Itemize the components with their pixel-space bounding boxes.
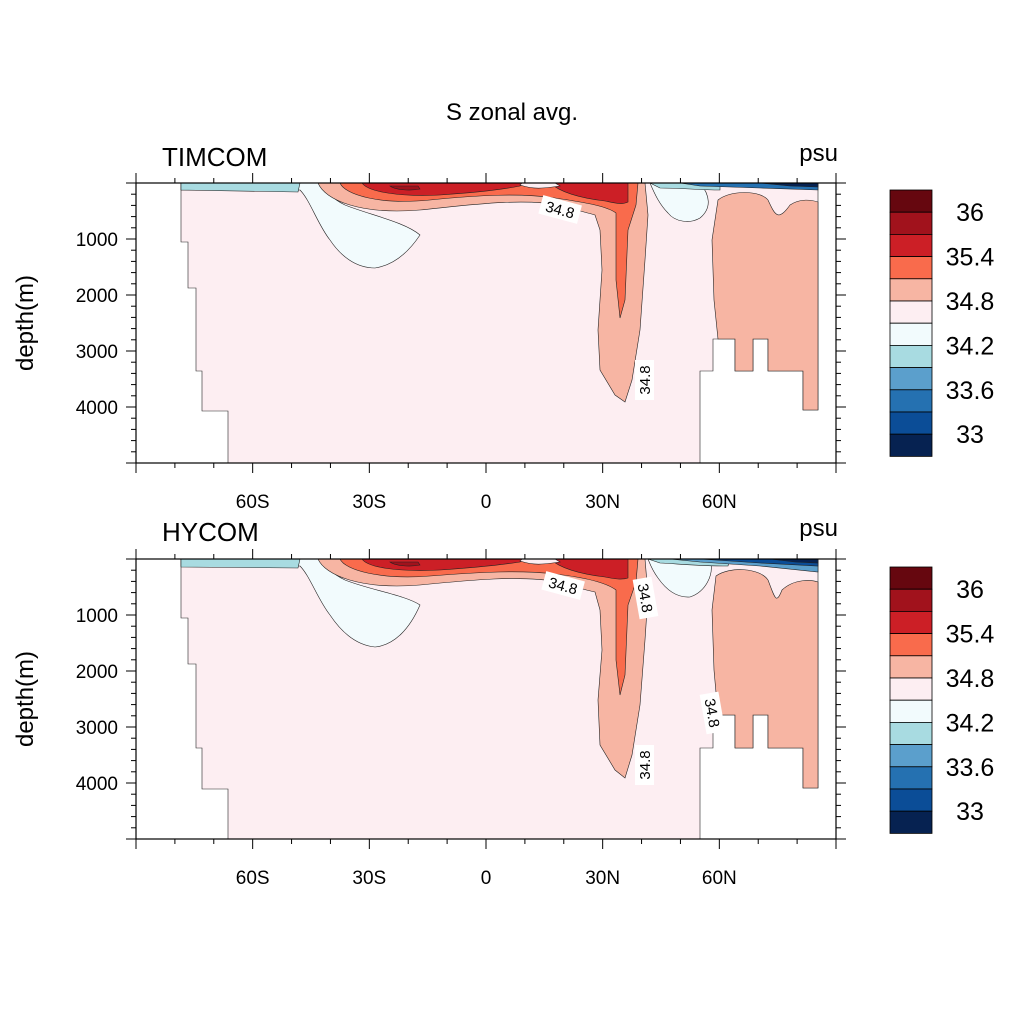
x-tick-label: 30S xyxy=(352,868,386,889)
colorbar-swatch xyxy=(889,566,933,590)
colorbar-swatch xyxy=(889,367,933,391)
panel-timcom: TIMCOM psu depth(m) 34.8 xyxy=(12,140,846,513)
contour-field xyxy=(180,183,819,463)
colorbar-swatch xyxy=(889,788,933,812)
colorbar-swatch xyxy=(889,744,933,768)
y-tick-label: 1000 xyxy=(76,230,118,251)
colorbar-label: 33.6 xyxy=(946,754,995,782)
colorbar-label: 36 xyxy=(956,576,984,604)
colorbar-label: 33.6 xyxy=(946,377,995,405)
colorbar-swatch xyxy=(889,300,933,324)
fill-34.5-north xyxy=(647,559,712,598)
contour-labels: 34.8 34.8 xyxy=(538,195,654,400)
colorbar-swatch xyxy=(889,211,933,235)
fill-arctic-35.1 xyxy=(711,192,819,411)
y-tick-label: 4000 xyxy=(76,774,118,795)
ticks: 60S 30S 0 30N 60N 1000 2000 3000 4000 xyxy=(76,549,846,889)
colorbar-label: 34.2 xyxy=(946,332,995,360)
contour-label: 34.8 xyxy=(637,365,654,394)
fill-34.2 xyxy=(180,183,301,193)
colorbar-swatch xyxy=(889,389,933,413)
colorbar-label: 33 xyxy=(956,798,984,826)
y-tick-label: 2000 xyxy=(76,286,118,307)
x-tick-label: 30S xyxy=(352,492,386,513)
colorbar-swatch xyxy=(889,278,933,302)
y-axis-label: depth(m) xyxy=(12,651,39,747)
colorbar-label: 33 xyxy=(956,421,984,449)
x-tick-label: 60N xyxy=(702,492,737,513)
colorbar-hycom: 36 35.4 34.8 34.2 33.6 33 xyxy=(889,566,995,834)
x-tick-label: 60S xyxy=(236,868,270,889)
ticks: 60S 30S 0 30N 60N 1000 2000 3000 4000 xyxy=(76,173,846,513)
contour-label: 34.8 xyxy=(701,697,723,729)
colorbar-swatch xyxy=(889,322,933,346)
y-tick-label: 2000 xyxy=(76,662,118,683)
y-tick-label: 3000 xyxy=(76,342,118,363)
fill-35.7 xyxy=(361,559,629,580)
colorbar-swatch xyxy=(889,722,933,746)
unit-label: psu xyxy=(799,140,838,167)
contour-field xyxy=(180,559,819,839)
colorbar-label: 35.4 xyxy=(946,621,995,649)
colorbar-swatch xyxy=(889,588,933,612)
fill-arctic-35.1 xyxy=(711,569,819,789)
colorbar-label: 34.8 xyxy=(946,288,995,316)
x-tick-label: 60N xyxy=(702,868,737,889)
colorbar-swatch xyxy=(889,677,933,701)
colorbar-label: 34.8 xyxy=(946,665,995,693)
fill-36 xyxy=(389,185,421,191)
y-axis-label: depth(m) xyxy=(12,275,39,371)
fill-33-north xyxy=(759,183,819,188)
panel-title: HYCOM xyxy=(162,517,259,547)
panel-hycom: HYCOM psu depth(m) 34.8 34.8 34.8 34.8 xyxy=(12,515,846,889)
panel-title: TIMCOM xyxy=(162,142,267,172)
contour-label: 34.8 xyxy=(634,582,656,614)
contour-label: 34.8 xyxy=(544,198,577,222)
unit-label: psu xyxy=(799,515,838,542)
colorbar-label: 35.4 xyxy=(946,244,995,272)
colorbar-label: 34.2 xyxy=(946,709,995,737)
fill-34.2 xyxy=(180,559,301,569)
contour-label: 34.8 xyxy=(547,574,580,598)
colorbar-swatch xyxy=(889,611,933,635)
colorbar-swatch xyxy=(889,411,933,435)
colorbar-timcom: 36 35.4 34.8 34.2 33.6 33 xyxy=(889,189,995,457)
fill-34.5-north xyxy=(649,183,709,222)
y-tick-label: 1000 xyxy=(76,606,118,627)
colorbar-swatch xyxy=(889,766,933,790)
x-tick-label: 0 xyxy=(481,868,492,889)
figure-title: S zonal avg. xyxy=(446,99,578,126)
colorbar-swatch xyxy=(889,810,933,834)
colorbar-swatch xyxy=(889,233,933,257)
x-tick-label: 30N xyxy=(585,492,620,513)
contour-label: 34.8 xyxy=(637,750,654,779)
colorbar-swatch xyxy=(889,655,933,679)
colorbar-swatch xyxy=(889,699,933,723)
fill-33-north xyxy=(769,559,819,564)
y-tick-label: 4000 xyxy=(76,398,118,419)
x-tick-label: 60S xyxy=(236,492,270,513)
colorbar-swatch xyxy=(889,189,933,213)
colorbar-swatch xyxy=(889,344,933,368)
fill-35.7 xyxy=(361,183,629,204)
colorbar-label: 36 xyxy=(956,199,984,227)
x-tick-label: 30N xyxy=(585,868,620,889)
fill-36 xyxy=(389,561,421,567)
y-tick-label: 3000 xyxy=(76,718,118,739)
x-tick-label: 0 xyxy=(481,492,492,513)
colorbar-swatch xyxy=(889,433,933,457)
colorbar-swatch xyxy=(889,256,933,280)
colorbar-swatch xyxy=(889,633,933,657)
contour-labels: 34.8 34.8 34.8 34.8 xyxy=(541,571,726,785)
